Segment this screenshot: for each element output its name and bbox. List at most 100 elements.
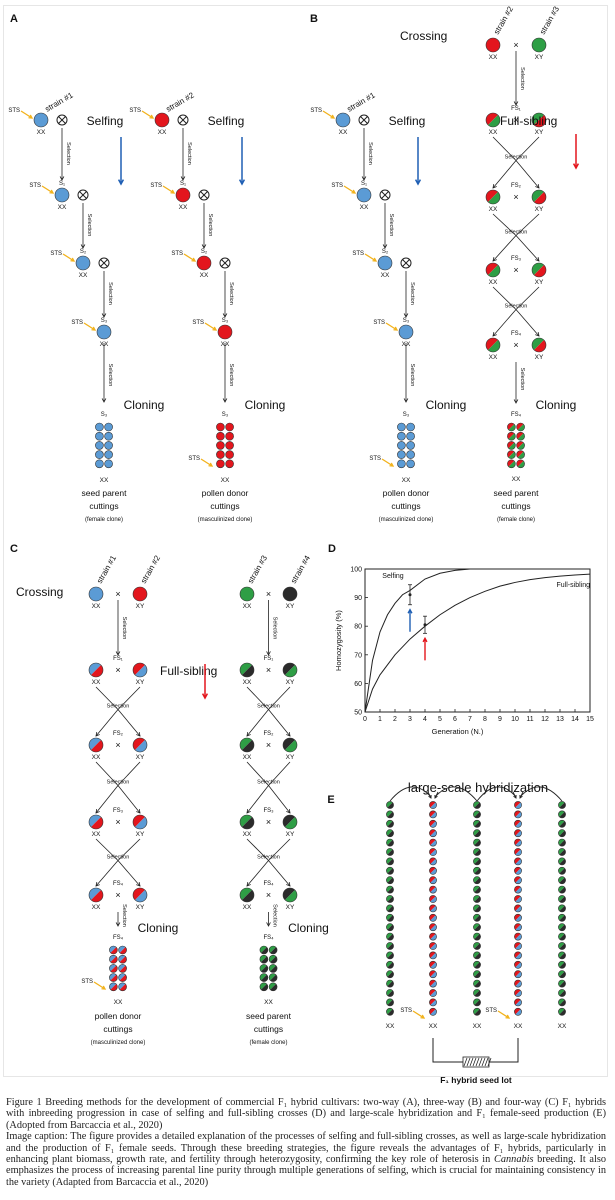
field-plant-circle-half — [386, 942, 393, 949]
cuttings-sublabel: (female clone) — [85, 517, 123, 523]
field-plant-circle-half — [429, 857, 436, 864]
field-plant-circle — [386, 913, 394, 922]
x-tick-label: 0 — [363, 716, 367, 723]
parent-circle — [282, 586, 298, 602]
field-plant-circle-outline — [558, 904, 566, 913]
selection-arrow-head — [266, 651, 271, 656]
field-plant-circle-outline — [429, 942, 437, 950]
offspring-circle-outline — [132, 737, 148, 753]
cutting-circle — [507, 431, 516, 441]
selection-line — [515, 286, 540, 310]
selection-label: Selection — [505, 230, 528, 236]
full-sibling-direction-arrow-head — [201, 693, 209, 700]
field-plant-circle — [429, 998, 437, 1007]
field-plant-circle-half — [514, 848, 521, 855]
cutting-circle-outline — [516, 441, 525, 450]
cutting-circle — [95, 422, 104, 432]
field-plant-circle — [386, 1007, 394, 1016]
field-plant-circle-half — [558, 829, 565, 836]
field-plant-circle-half — [430, 990, 437, 997]
plant-circle-fill — [398, 324, 414, 340]
field-plant-circle-half — [429, 914, 436, 921]
generation-label: FS₃ — [263, 808, 274, 814]
cutting-circle — [216, 431, 225, 441]
cutting-circle-half — [507, 459, 515, 467]
genotype-label: XX — [92, 754, 101, 761]
offspring-circle-outline — [88, 737, 104, 753]
offspring-circle-half — [91, 890, 103, 902]
offspring-circle-half — [91, 665, 103, 677]
offspring-circle-outline — [485, 262, 501, 278]
field-plant-circle-outline — [514, 951, 522, 960]
field-plant-circle-half — [474, 858, 481, 866]
field-plant-circle — [558, 857, 566, 866]
crossing-label: Crossing — [400, 29, 447, 43]
field-plant-circle-half — [514, 970, 521, 977]
selection-arrow — [95, 860, 119, 887]
sts-arrow-icon — [364, 253, 377, 262]
sts-arrow-icon-head — [70, 257, 76, 262]
strain-label: strain #2 — [492, 4, 515, 36]
field-plant-circle-half — [514, 857, 521, 864]
panel-label-d: D — [328, 543, 336, 555]
cutting-circle-fill — [95, 441, 104, 450]
field-plant-circle-half — [559, 943, 566, 950]
field-plant-circle-outline — [558, 819, 566, 828]
cutting-circle-half — [109, 964, 117, 972]
selection-line — [95, 838, 119, 861]
cuttings-sublabel: (female clone) — [249, 1040, 287, 1046]
field-plant-circle-outline — [386, 998, 394, 1007]
cutting-circle — [118, 964, 127, 973]
cutting-circle-half — [516, 432, 524, 440]
cuttings-label: cuttings — [210, 501, 239, 511]
offspring-circle — [485, 112, 501, 128]
field-plant-circle-half — [387, 896, 394, 903]
field-plant-circle-outline — [473, 960, 481, 969]
selection-label: Selection — [505, 155, 528, 161]
sts-label: STS — [369, 456, 381, 462]
cutting-circle — [268, 945, 278, 955]
plant-circle — [175, 187, 191, 203]
selection-arrow — [268, 785, 291, 814]
hatch-line — [478, 1057, 483, 1067]
selection-line — [268, 838, 291, 861]
field-plant-circle-outline — [558, 1007, 566, 1016]
field-plant-circle-outline — [514, 913, 522, 922]
field-plant-circle-half — [474, 1009, 481, 1016]
field-plant-circle-half — [430, 905, 437, 912]
cutting-circle-half — [109, 982, 117, 990]
selection-label: Selection — [107, 780, 130, 786]
field-plant-circle-half — [515, 821, 522, 828]
field-plant-circle-half — [514, 961, 521, 968]
field-plant-circle-half — [558, 1008, 565, 1015]
field-plant-circle-half — [558, 820, 565, 827]
field-plant-circle — [473, 970, 481, 979]
cutting-circle-outline — [516, 422, 525, 432]
field-plant-circle-outline — [473, 829, 481, 838]
field-plant-circle — [514, 923, 522, 932]
cuttings-label: seed parent — [246, 1011, 292, 1021]
x-tick-label: 7 — [468, 716, 472, 723]
hatch-line — [463, 1057, 468, 1067]
field-plant-circle-half — [515, 896, 522, 903]
offspring-circle-outline — [88, 662, 104, 678]
cutting-circle — [225, 441, 234, 450]
pollination-arc — [389, 786, 432, 802]
offspring-circle — [88, 737, 104, 753]
strain-label: strain #3 — [538, 4, 561, 36]
selection-label: Selection — [505, 304, 528, 310]
field-plant-circle-half — [515, 840, 522, 847]
cutting-circle-half — [516, 459, 524, 467]
field-plant-circle-outline — [514, 895, 522, 903]
offspring-circle-outline — [485, 189, 501, 205]
field-plant-circle-half — [559, 962, 566, 969]
field-plant-circle-half — [514, 942, 521, 949]
generation-label: FS₄ — [263, 881, 274, 887]
field-plant-circle — [473, 885, 481, 894]
field-plant-circle-half — [558, 933, 565, 940]
offspring-circle-half — [534, 115, 546, 128]
field-plant-circle-half — [559, 981, 566, 988]
selection-arrow-head — [286, 808, 291, 814]
strain-label: strain #2 — [139, 553, 162, 585]
field-plant-circle-half — [514, 989, 521, 996]
